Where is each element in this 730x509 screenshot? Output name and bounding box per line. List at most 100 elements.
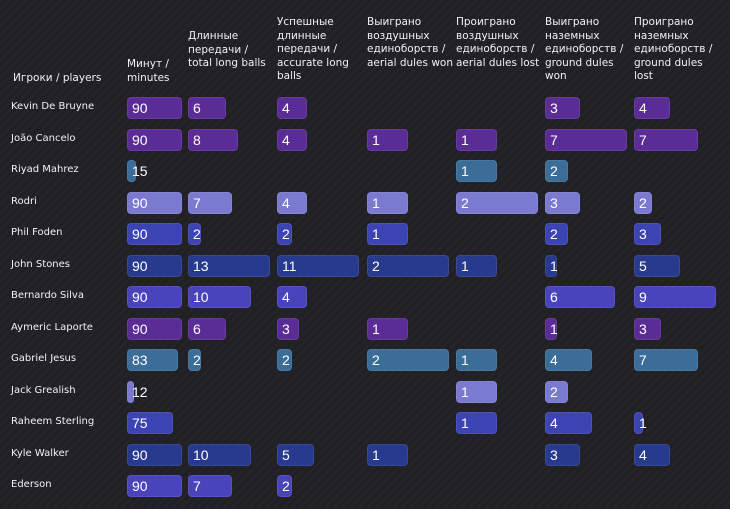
bar-acc — [277, 443, 315, 466]
value-label-long: 7 — [193, 194, 201, 211]
player-name: Raheem Sterling — [11, 416, 95, 427]
value-label-gl: 9 — [639, 289, 647, 305]
bar-min — [127, 317, 182, 340]
bar-min — [127, 349, 178, 371]
bar-gl — [634, 223, 662, 245]
value-label-long: 10 — [193, 446, 209, 463]
value-label-min: 90 — [132, 226, 148, 242]
value-label-min: 90 — [132, 289, 148, 305]
bar-acc — [277, 349, 292, 371]
player-name: Ederson — [11, 479, 52, 490]
value-label-min: 90 — [132, 131, 148, 148]
value-label-gl: 4 — [639, 100, 647, 116]
bar-al — [456, 380, 497, 403]
bar-long — [188, 223, 201, 245]
bar-long — [188, 286, 252, 308]
bar-acc — [277, 286, 307, 308]
value-label-al: 1 — [461, 163, 469, 179]
value-label-acc: 2 — [282, 478, 290, 494]
value-label-acc: 3 — [282, 320, 290, 337]
value-label-acc: 2 — [282, 352, 290, 368]
value-label-acc: 4 — [282, 194, 290, 211]
value-label-gl: 2 — [639, 194, 647, 211]
bar-min — [127, 254, 182, 277]
bar-gw — [545, 286, 616, 308]
bar-gw — [545, 191, 581, 214]
player-name: Bernardo Silva — [11, 290, 84, 301]
value-label-al: 2 — [461, 194, 469, 211]
value-label-gw: 3 — [550, 194, 558, 211]
bar-long — [188, 475, 233, 497]
bar-al — [456, 254, 497, 277]
bar-acc — [277, 97, 307, 119]
bar-al — [456, 160, 497, 182]
value-label-gw: 4 — [550, 415, 558, 431]
value-label-long: 2 — [193, 352, 201, 368]
value-label-al: 1 — [461, 131, 469, 148]
value-label-acc: 4 — [282, 289, 290, 305]
bar-aw — [367, 317, 408, 340]
value-label-gl: 1 — [639, 415, 647, 431]
bar-min — [127, 160, 137, 182]
bar-long — [188, 191, 233, 214]
value-label-al: 1 — [461, 383, 469, 400]
bar-gw — [545, 128, 627, 151]
bar-aw — [367, 191, 408, 214]
value-label-al: 1 — [461, 415, 469, 431]
bar-gw — [545, 380, 569, 403]
bar-al — [456, 128, 497, 151]
players-column-header: Игроки / players — [13, 72, 102, 84]
bar-al — [456, 349, 497, 371]
value-label-al: 1 — [461, 352, 469, 368]
bar-gw — [545, 443, 581, 466]
bar-min — [127, 97, 182, 119]
value-label-aw: 2 — [372, 352, 380, 368]
bar-gw — [545, 254, 557, 277]
player-name: Aymeric Laporte — [11, 321, 93, 333]
bar-long — [188, 128, 239, 151]
value-label-aw: 1 — [372, 131, 380, 148]
value-label-gw: 4 — [550, 352, 558, 368]
bar-aw — [367, 128, 408, 151]
bar-gl — [634, 286, 716, 308]
bar-al — [456, 191, 538, 214]
column-header-gw: Выиграно наземных единоборств / ground d… — [545, 16, 624, 82]
bar-gw — [545, 223, 569, 245]
column-header-acc: Успешные длинные передачи / accurate lon… — [277, 16, 349, 82]
value-label-gw: 6 — [550, 289, 558, 305]
bar-long — [188, 317, 226, 340]
player-name: John Stones — [11, 258, 71, 270]
column-header-aw: Выиграно воздушных единоборств / aerial … — [367, 16, 453, 69]
value-label-gw: 1 — [550, 257, 558, 274]
column-header-al: Проиграно воздушных единоборств / aerial… — [456, 16, 540, 69]
bar-gl — [634, 128, 698, 151]
player-name: Kyle Walker — [11, 447, 69, 459]
bar-min — [127, 475, 182, 497]
value-label-min: 90 — [132, 478, 148, 494]
value-label-min: 90 — [132, 446, 148, 463]
value-label-gl: 3 — [639, 226, 647, 242]
bar-aw — [367, 254, 449, 277]
value-label-gw: 2 — [550, 226, 558, 242]
value-label-acc: 2 — [282, 226, 290, 242]
value-label-gw: 1 — [550, 320, 558, 337]
bar-gl — [634, 191, 653, 214]
value-label-gw: 3 — [550, 446, 558, 463]
value-label-gw: 7 — [550, 131, 558, 148]
player-name: Kevin De Bruyne — [11, 101, 95, 112]
bar-min — [127, 412, 173, 434]
bar-gl — [634, 254, 680, 277]
bar-long — [188, 97, 226, 119]
bar-min — [127, 443, 182, 466]
value-label-min: 90 — [132, 257, 148, 274]
bar-min — [127, 128, 182, 151]
value-label-long: 7 — [193, 478, 201, 494]
bar-gl — [634, 349, 698, 371]
player-name: Riyad Mahrez — [11, 164, 79, 175]
bar-acc — [277, 254, 359, 277]
column-header-min: Минут / minutes — [127, 58, 170, 84]
value-label-min: 15 — [132, 163, 148, 179]
column-header-gl: Проиграно наземных единоборств / ground … — [634, 16, 713, 82]
value-label-min: 90 — [132, 194, 148, 211]
value-label-gl: 7 — [639, 131, 647, 148]
